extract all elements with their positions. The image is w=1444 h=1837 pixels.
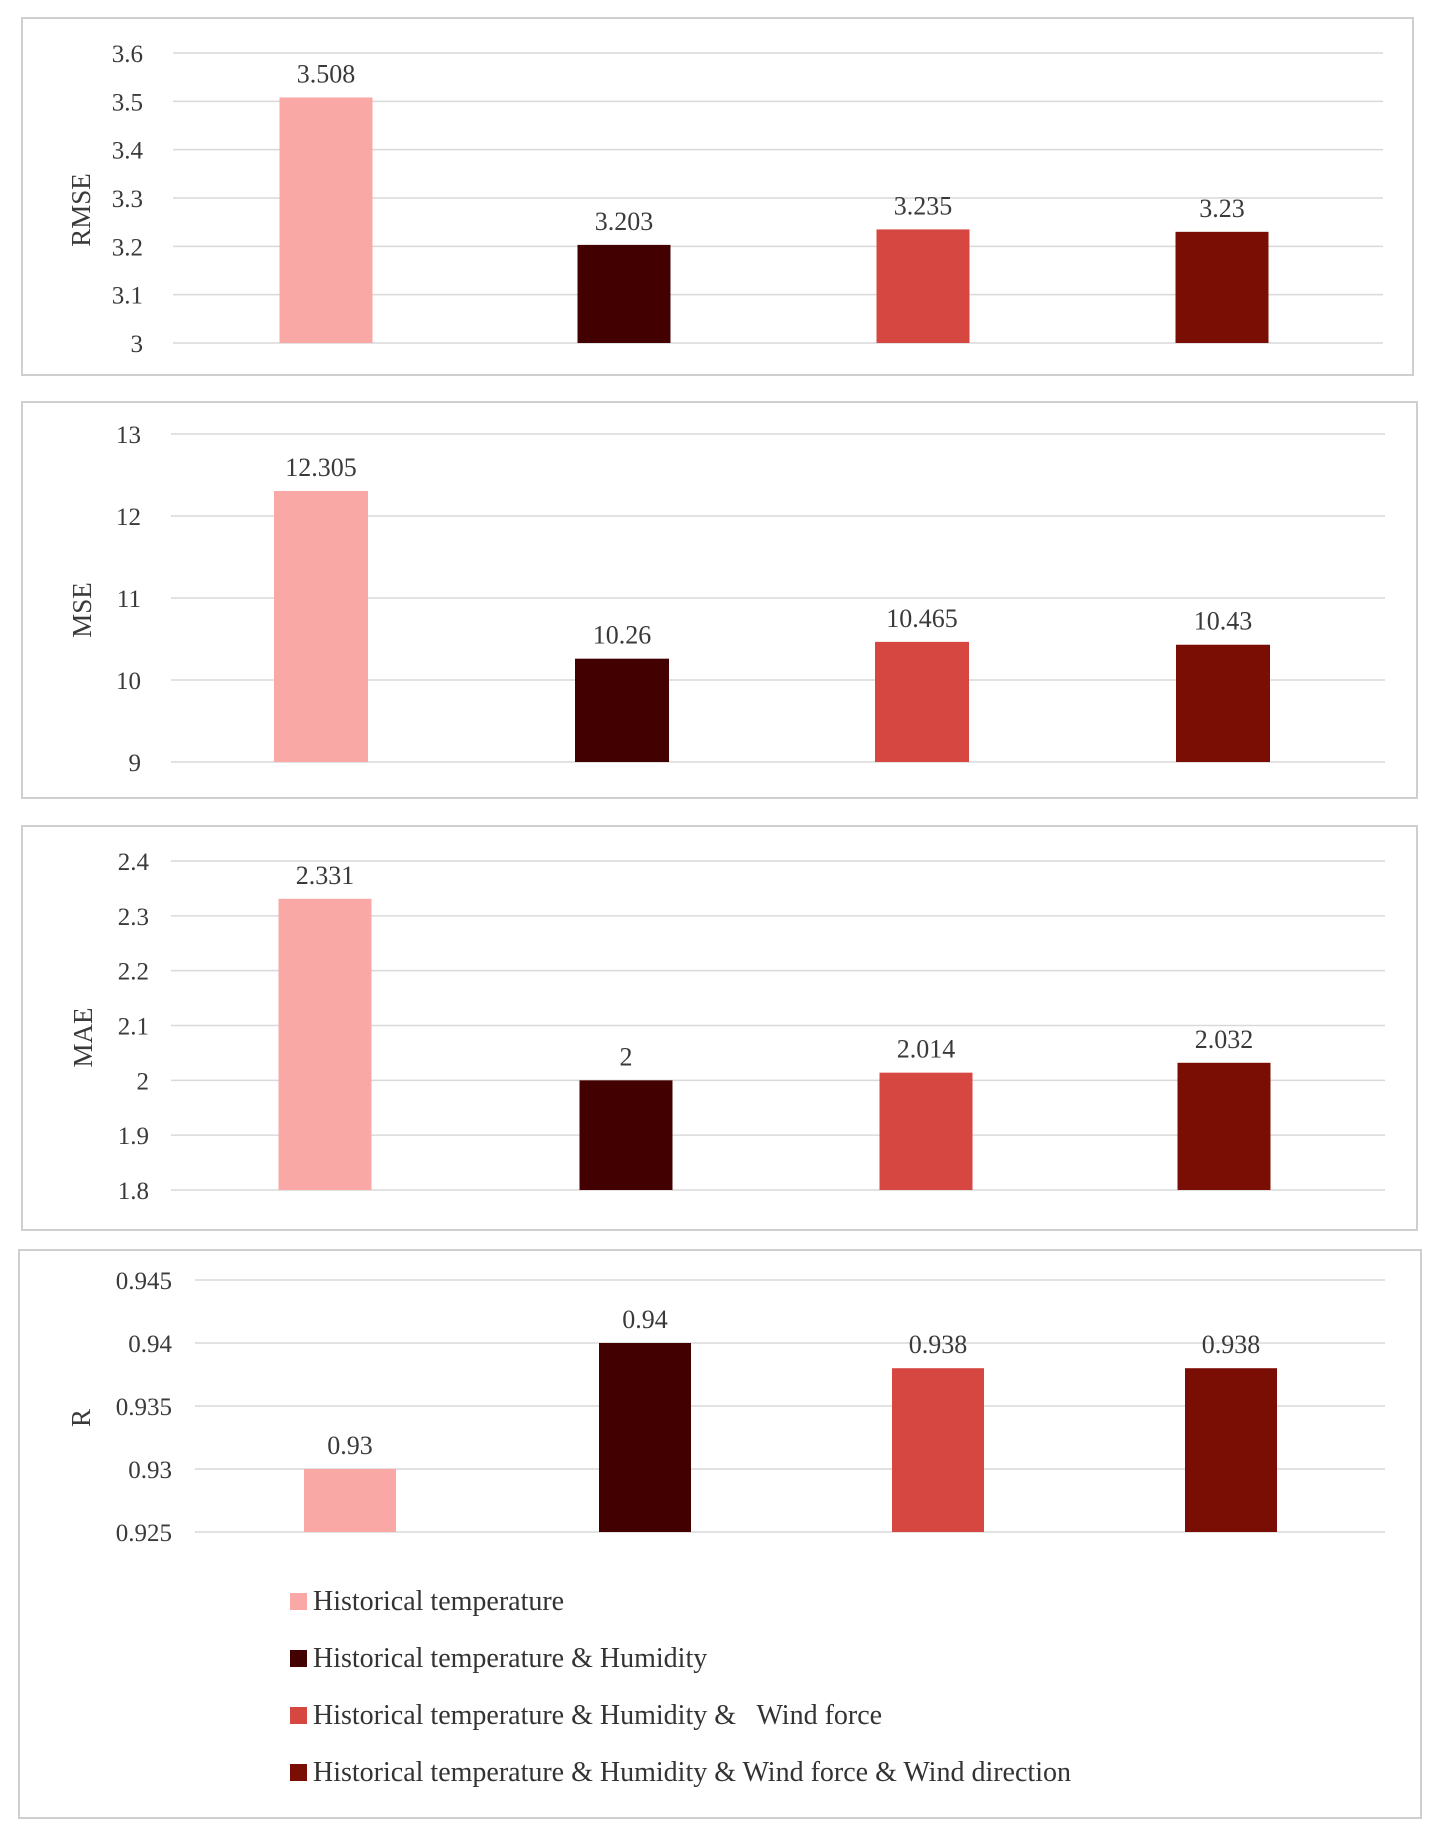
y-tick-label: 0.945	[116, 1268, 172, 1295]
y-tick-label: 3.2	[112, 234, 143, 261]
y-tick-label: 0.925	[116, 1520, 172, 1547]
legend-swatch	[290, 1764, 307, 1781]
data-label: 0.938	[1202, 1330, 1261, 1359]
y-tick-label: 1.9	[118, 1123, 149, 1150]
bar	[274, 490, 368, 762]
legend-label: Historical temperature	[313, 1585, 565, 1617]
y-axis-label: MAE	[68, 1008, 98, 1068]
legend-swatch	[290, 1650, 307, 1667]
legend-item-all-features: Historical temperature & Humidity & Wind…	[290, 1744, 1071, 1801]
data-label: 3.235	[894, 191, 953, 220]
y-tick-label: 3.1	[112, 283, 143, 310]
mse-chart-panel: 9 10 11 12 13 MSE 12.305 10.26 10.465 10.43	[21, 401, 1418, 799]
bar	[304, 1469, 396, 1532]
y-tick-label: 0.93	[128, 1457, 172, 1484]
bar	[1175, 231, 1269, 343]
y-tick-label: 13	[116, 422, 141, 449]
y-tick-label: 11	[117, 586, 141, 613]
y-tick-label: 0.94	[128, 1331, 172, 1358]
bar	[599, 1343, 691, 1532]
y-tick-label: 2.2	[118, 959, 149, 986]
y-tick-label: 2.4	[118, 849, 150, 876]
bar	[1177, 1062, 1271, 1190]
legend-label: Historical temperature & Humidity	[313, 1642, 708, 1674]
y-tick-label: 2.1	[118, 1014, 149, 1041]
legend: Historical temperature Historical temper…	[290, 1573, 1071, 1801]
bar	[1185, 1368, 1277, 1532]
rmse-chart-panel: 3 3.1 3.2 3.3 3.4 3.5 3.6 RMSE 3.508 3.203 3.235 3.…	[21, 17, 1414, 376]
y-tick-label: 2	[137, 1068, 150, 1095]
y-tick-label: 3.4	[112, 138, 144, 165]
data-label: 2.032	[1195, 1025, 1254, 1054]
legend-item-historical-temperature: Historical temperature	[290, 1573, 1071, 1630]
legend-swatch	[290, 1593, 307, 1610]
mse-chart: 9 10 11 12 13 MSE 12.305 10.26 10.465 10.43	[67, 422, 1385, 777]
bar	[575, 658, 669, 762]
data-label: 2	[620, 1042, 633, 1071]
data-label: 10.43	[1194, 607, 1253, 636]
data-label: 2.014	[897, 1035, 956, 1064]
data-label: 0.938	[909, 1330, 968, 1359]
bar	[278, 898, 372, 1190]
data-label: 12.305	[285, 453, 357, 482]
y-tick-label: 1.8	[118, 1178, 149, 1205]
legend-swatch	[290, 1707, 307, 1724]
y-tick-label: 3.5	[112, 89, 143, 116]
mae-chart: 1.8 1.9 2 2.1 2.2 2.3 2.4 MAE 2.331 2 2.014 2.032	[68, 849, 1385, 1205]
y-tick-label: 10	[116, 668, 141, 695]
legend-label: Historical temperature & Humidity & Wind…	[313, 1756, 1071, 1788]
legend-label: Historical temperature & Humidity & Wind…	[313, 1699, 883, 1731]
y-tick-label: 12	[116, 504, 141, 531]
y-tick-label: 3	[131, 331, 144, 358]
y-axis-label: RMSE	[66, 173, 96, 247]
bar	[1176, 644, 1270, 762]
data-label: 3.203	[595, 207, 654, 236]
bar	[579, 1080, 673, 1190]
data-label: 2.331	[296, 861, 355, 890]
legend-item-temperature-humidity: Historical temperature & Humidity	[290, 1630, 1071, 1687]
bar	[879, 1072, 973, 1190]
y-tick-label: 2.3	[118, 904, 149, 931]
bar	[577, 244, 671, 343]
y-tick-label: 9	[129, 750, 142, 777]
y-axis-label: MSE	[67, 582, 97, 638]
bar	[279, 97, 373, 343]
r-chart-panel: 0.925 0.93 0.935 0.94 0.945 R 0.93 0.94 0.938 0.9…	[18, 1249, 1422, 1819]
bar	[875, 641, 969, 762]
y-tick-label: 3.6	[112, 41, 143, 68]
data-label: 10.465	[886, 604, 958, 633]
data-label: 3.23	[1199, 194, 1245, 223]
y-axis-label: R	[66, 1409, 96, 1427]
data-label: 3.508	[297, 59, 356, 88]
y-tick-label: 0.935	[116, 1394, 172, 1421]
bar	[892, 1368, 984, 1532]
rmse-chart: 3 3.1 3.2 3.3 3.4 3.5 3.6 RMSE 3.508 3.203 3.235 3.…	[66, 41, 1383, 358]
y-tick-label: 3.3	[112, 186, 143, 213]
r-chart: 0.925 0.93 0.935 0.94 0.945 R 0.93 0.94 0.938 0.9…	[66, 1268, 1385, 1547]
data-label: 0.94	[622, 1305, 668, 1334]
bar	[876, 229, 970, 343]
mae-chart-panel: 1.8 1.9 2 2.1 2.2 2.3 2.4 MAE 2.331 2 2.014 2.032	[21, 825, 1418, 1231]
legend-item-temperature-humidity-wind-force: Historical temperature & Humidity & Wind…	[290, 1687, 1071, 1744]
data-label: 0.93	[327, 1431, 373, 1460]
data-label: 10.26	[593, 621, 652, 650]
